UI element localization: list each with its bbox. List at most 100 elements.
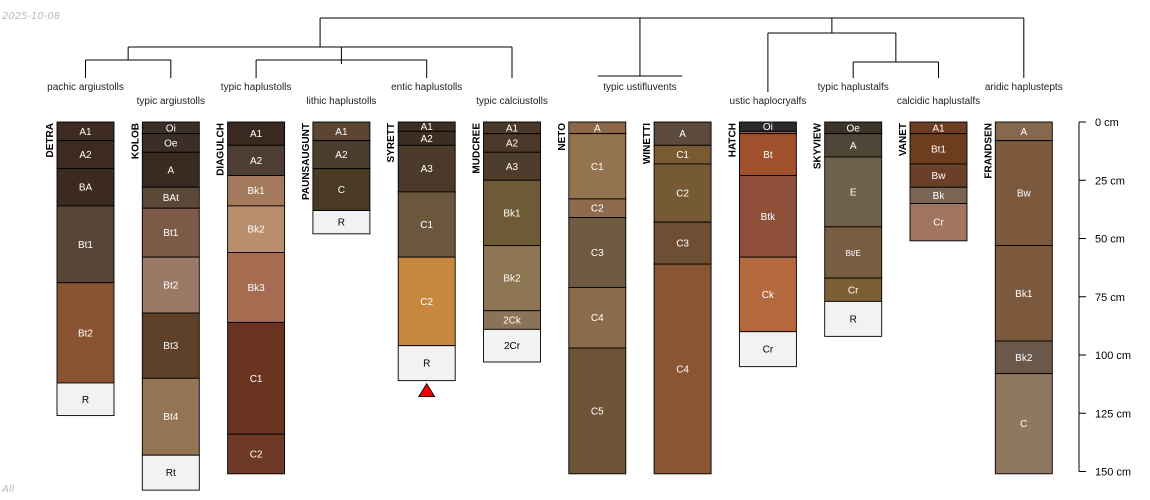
horizon-label: A2 <box>335 150 348 161</box>
horizon-label: Bt1 <box>163 228 178 239</box>
horizon-label: Cr <box>933 218 944 229</box>
horizon-label: C2 <box>420 297 433 308</box>
horizon-rect <box>483 328 541 363</box>
horizon-label: A1 <box>250 129 263 140</box>
horizon-label: Btk <box>761 212 776 223</box>
horizon-rect <box>653 263 712 475</box>
horizon-rect <box>141 207 200 258</box>
profile-name: FRANDSEN <box>983 123 994 179</box>
horizon-rect <box>994 140 1053 246</box>
horizon-label: A <box>594 123 601 134</box>
axis-tick-label: 150 cm <box>1095 467 1131 479</box>
profile-kolob: Oi Oe A BAt Bt1 Bt2 Bt3 Bt4 Rt KOLOB <box>130 121 200 491</box>
horizon-label: C1 <box>676 150 689 161</box>
profile-name: KOLOB <box>130 123 141 159</box>
horizon-label: Bt <box>763 150 773 161</box>
profile-mudcree: A1 A2 A3 Bk1 Bk2 2Ck 2Cr MUDCREE <box>472 121 541 363</box>
horizon-label: Ck <box>762 290 775 301</box>
horizon-label: A3 <box>421 164 434 175</box>
horizon-label: C3 <box>676 239 689 250</box>
profile-vanet: A1 Bt1 Bw Bk Cr VANET <box>898 121 968 242</box>
horizon-rect <box>483 151 541 181</box>
horizon-label: A <box>167 165 174 176</box>
horizon-label: Bt1 <box>78 240 93 251</box>
horizon-rect <box>568 133 627 200</box>
profile-name: HATCH <box>727 123 738 157</box>
profile-name: VANET <box>898 123 909 156</box>
horizon-rect <box>738 175 797 258</box>
horizon-label: Bk <box>933 191 946 202</box>
horizon-label: R <box>850 314 857 325</box>
horizon-rect <box>227 175 286 207</box>
horizon-label: BA <box>79 183 93 194</box>
horizon-label: Bt2 <box>163 281 178 292</box>
horizon-label: Bk2 <box>503 274 521 285</box>
horizon-label: A1 <box>335 127 348 138</box>
marker-triangle <box>417 382 436 398</box>
horizon-rect <box>227 433 286 475</box>
profile-name: MUDCREE <box>472 123 483 174</box>
taxon-label: lithic haplustolls <box>306 96 376 107</box>
horizon-label: Bw <box>932 171 947 182</box>
date-label: 2025-10-08 <box>2 11 60 22</box>
horizon-label: Bk1 <box>1015 289 1033 300</box>
horizon-label: A2 <box>79 150 92 161</box>
horizon-rect <box>397 345 456 382</box>
horizon-rect <box>824 300 883 337</box>
horizon-rect <box>312 140 371 170</box>
profile-paunsaugunt: A1 A2 C R PAUNSAUGUNT <box>301 121 371 235</box>
horizon-rect <box>653 221 712 265</box>
horizon-label: Oi <box>166 123 176 134</box>
horizon-label: Cr <box>848 285 859 296</box>
horizon-rect <box>56 382 115 417</box>
horizon-label: C2 <box>250 450 263 461</box>
horizon-label: C5 <box>591 406 604 417</box>
horizon-label: C3 <box>591 248 604 259</box>
horizon-label: C <box>338 185 345 196</box>
horizon-rect <box>994 373 1053 475</box>
horizon-rect <box>227 321 286 435</box>
horizon-rect <box>909 203 968 242</box>
taxon-label: typic calciustolls <box>476 96 548 107</box>
profile-diagulch: A1 A2 Bk1 Bk2 Bk3 C1 C2 DIAGULCH <box>216 121 286 475</box>
axis-tick-label: 75 cm <box>1095 292 1125 304</box>
horizon-label: Oe <box>164 138 178 149</box>
axis-tick-label: 0 cm <box>1095 117 1119 129</box>
horizon-label: C1 <box>591 162 604 173</box>
horizon-label: Rt <box>166 468 176 479</box>
horizon-label: A3 <box>506 162 519 173</box>
taxon-label: typic argiustolls <box>137 96 205 107</box>
taxon-label: aridic haplustepts <box>985 82 1063 93</box>
horizon-rect <box>56 282 115 384</box>
horizon-label: Bt1 <box>931 144 946 155</box>
taxon-label: typic ustifluvents <box>603 82 676 93</box>
profile-frandsen: A Bw Bk1 Bk2 C FRANDSEN <box>983 121 1053 475</box>
profile-name: SKYVIEW <box>813 122 824 169</box>
horizon-label: R <box>423 359 430 370</box>
profile-name: DETRA <box>45 123 56 157</box>
horizon-label: C2 <box>676 189 689 200</box>
horizon-label: A <box>679 129 686 140</box>
horizon-label: A <box>850 141 857 152</box>
horizon-label: Bk3 <box>247 283 265 294</box>
horizon-label: A2 <box>506 138 519 149</box>
horizon-rect <box>227 252 286 323</box>
profile-hatch: Oi Bt Btk Ck Cr HATCH <box>727 121 797 368</box>
horizon-rect <box>483 179 541 246</box>
horizon-label: A <box>1020 127 1027 138</box>
horizon-label: Bt/E <box>846 249 861 258</box>
horizon-rect <box>483 245 541 312</box>
horizon-rect <box>312 168 371 211</box>
horizon-label: A1 <box>506 123 519 134</box>
horizon-label: A1 <box>932 123 945 134</box>
horizon-rect <box>56 168 115 207</box>
profile-name: PAUNSAUGUNT <box>301 123 312 200</box>
profile-name: WINETTI <box>642 123 653 164</box>
horizon-rect <box>568 347 627 475</box>
horizon-label: C1 <box>250 374 263 385</box>
horizon-label: R <box>82 395 89 406</box>
horizon-label: Oe <box>847 123 861 134</box>
horizon-rect <box>824 156 883 228</box>
horizon-label: Cr <box>763 345 774 356</box>
horizon-label: A2 <box>250 156 263 167</box>
